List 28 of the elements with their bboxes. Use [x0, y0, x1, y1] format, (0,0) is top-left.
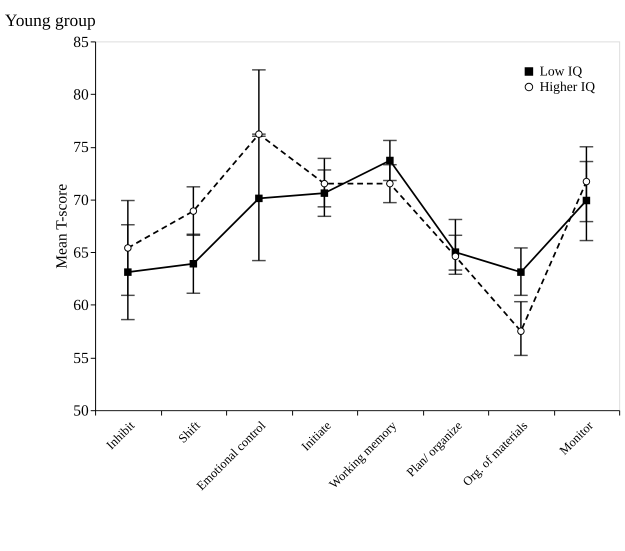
y-tick-label: 65 — [73, 244, 90, 262]
point — [255, 130, 263, 138]
point — [582, 196, 590, 204]
y-tick-label: 85 — [73, 34, 90, 51]
point — [517, 327, 525, 335]
point — [517, 268, 525, 276]
y-axis-title: Mean T-score — [53, 184, 70, 269]
legend-label: Higher IQ — [540, 78, 596, 94]
point — [124, 268, 132, 276]
chart-title: Young group — [4, 10, 96, 30]
point — [190, 260, 198, 268]
legend-label: Low IQ — [540, 63, 582, 78]
x-tick-label: Shift — [176, 418, 204, 446]
y-tick-label: 70 — [73, 192, 90, 209]
y-tick-label: 50 — [73, 402, 90, 420]
point — [582, 178, 590, 186]
point — [452, 252, 460, 260]
y-tick-label: 60 — [73, 297, 90, 314]
point — [320, 189, 328, 197]
y-tick-label: 75 — [73, 139, 90, 156]
y-tick-label: 80 — [73, 86, 90, 104]
y-tick-label: 55 — [73, 350, 90, 367]
point — [386, 180, 394, 188]
point — [255, 194, 263, 202]
point — [386, 156, 394, 164]
point — [320, 180, 328, 188]
point — [190, 207, 198, 215]
point — [124, 244, 132, 252]
